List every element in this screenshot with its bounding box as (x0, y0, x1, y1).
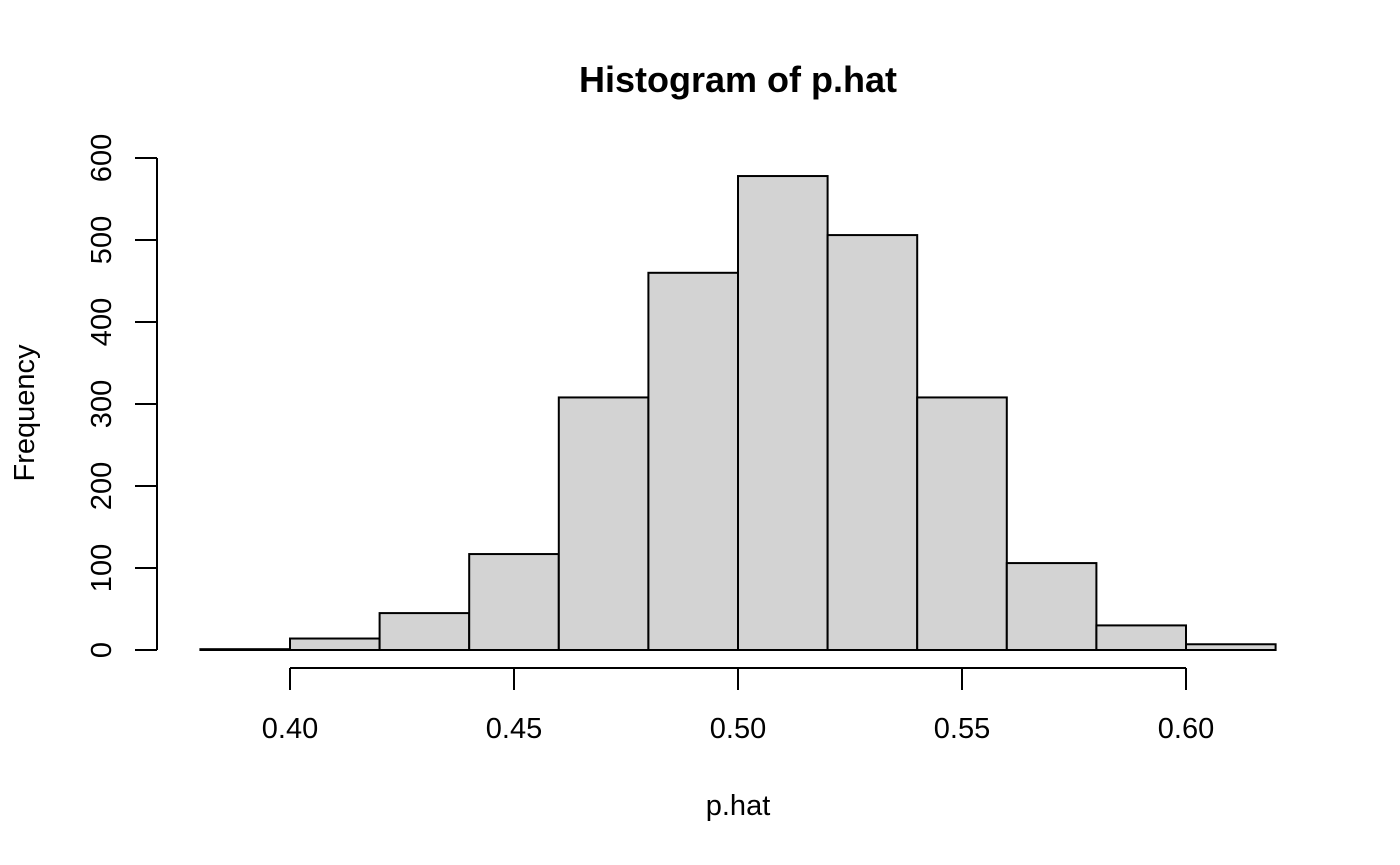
y-tick-label-1: 100 (86, 544, 118, 592)
x-tick-label-1: 0.45 (486, 713, 542, 745)
histogram-bar-2 (378, 612, 471, 651)
y-tick-label-2: 200 (86, 462, 118, 510)
chart-title: Histogram of p.hat (579, 59, 897, 100)
histogram-bar-5 (647, 271, 740, 651)
histogram-bar-1 (289, 637, 381, 652)
x-tick-label-2: 0.50 (710, 713, 766, 745)
x-tick-label-3: 0.55 (934, 713, 990, 745)
histogram-bar-11 (1185, 643, 1277, 652)
histogram-bar-3 (468, 553, 560, 651)
histogram-bar-7 (826, 234, 919, 652)
y-axis-label: Frequency (9, 344, 41, 482)
y-tick-label-0: 0 (86, 642, 118, 658)
y-tick-label-3: 300 (86, 380, 118, 428)
y-tick-label-6: 600 (86, 134, 118, 182)
x-tick-label-0: 0.40 (262, 713, 318, 745)
histogram-bar-10 (1095, 624, 1188, 652)
histogram-bar-0 (199, 648, 291, 651)
x-axis: 0.40 0.45 0.50 0.55 0.60 (262, 667, 1214, 745)
histogram-bar-9 (1005, 562, 1098, 652)
x-axis-label: p.hat (706, 790, 771, 822)
histogram-bar-8 (916, 396, 1008, 651)
y-tick-label-5: 500 (86, 216, 118, 264)
y-tick-label-4: 400 (86, 298, 118, 346)
x-tick-label-4: 0.60 (1158, 713, 1214, 745)
y-axis: 0 100 200 300 400 500 600 (86, 134, 158, 658)
histogram-bar-6 (737, 175, 829, 651)
bars-group (199, 175, 1277, 652)
histogram-bar-4 (557, 396, 650, 651)
